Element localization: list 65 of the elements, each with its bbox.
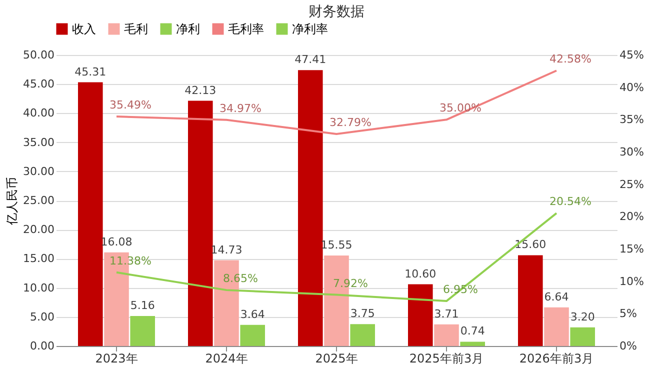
bar [518,255,543,346]
bar [188,100,213,346]
y-axis-title: 亿人民币 [5,177,20,226]
y2-tick-label: 40% [620,80,644,94]
bar [460,342,485,346]
data-label: 20.54% [550,195,592,208]
data-label: 7.92% [333,276,368,290]
bar [434,324,459,346]
legend-label: 毛利 [124,22,148,36]
bar [130,316,155,346]
bar [78,82,103,346]
data-label: 42.13 [184,84,216,97]
data-label: 10.60 [404,267,436,280]
legend-label: 毛利率 [228,22,264,36]
data-label: 0.74 [460,324,485,338]
y2-tick-label: 0% [620,340,637,352]
x-tick-label: 2025年前3月 [409,352,484,366]
x-tick-label: 2025年 [315,352,358,366]
bar [408,284,433,346]
data-label: 3.75 [350,307,375,320]
y2-tick-label: 35% [620,113,644,126]
bar [544,307,569,346]
bar [298,70,323,346]
data-label: 32.79% [330,116,372,129]
data-label: 3.71 [434,307,459,320]
data-label: 8.65% [223,272,258,286]
data-label: 11.38% [110,254,152,268]
bar [570,327,595,346]
legend-label: 净利 [176,22,200,36]
y-tick-label: 30.00 [23,164,54,178]
bar [240,324,265,346]
data-label: 45.31 [74,65,106,78]
data-label: 35.49% [110,98,152,112]
x-tick-label: 2023年 [95,352,138,366]
legend-label: 净利率 [292,22,328,36]
data-label: 3.64 [240,308,265,321]
y-tick-label: 40.00 [23,106,54,120]
y-tick-label: 10.00 [23,281,54,294]
y2-tick-label: 30% [620,146,644,158]
data-label: 3.20 [570,310,595,324]
y2-tick-label: 5% [620,307,637,320]
data-label: 34.97% [220,102,262,115]
data-label: 15.60 [514,238,546,252]
y2-tick-label: 45% [620,48,644,62]
y-tick-label: 20.00 [23,223,54,236]
data-label: 5.16 [130,298,155,312]
y2-tick-label: 15% [620,242,644,256]
y2-tick-label: 10% [620,274,644,288]
data-label: 47.41 [294,53,326,66]
chart-title: 财务数据 [308,4,364,20]
bar [350,324,375,346]
data-label: 42.58% [550,52,592,66]
x-tick-label: 2024年 [205,352,248,366]
y2-tick-label: 20% [620,210,644,224]
y-tick-label: 45.00 [23,78,54,91]
y-tick-label: 35.00 [23,136,54,149]
y2-tick-label: 25% [620,178,644,191]
y-tick-label: 25.00 [23,194,54,207]
y-tick-label: 0.00 [30,340,54,352]
y-tick-label: 5.00 [30,310,54,324]
legend-label: 收入 [72,22,96,36]
x-tick-label: 2026年前3月 [519,352,594,366]
y-tick-label: 50.00 [23,48,54,62]
data-label: 6.64 [544,290,569,304]
y-tick-label: 15.00 [23,252,54,266]
